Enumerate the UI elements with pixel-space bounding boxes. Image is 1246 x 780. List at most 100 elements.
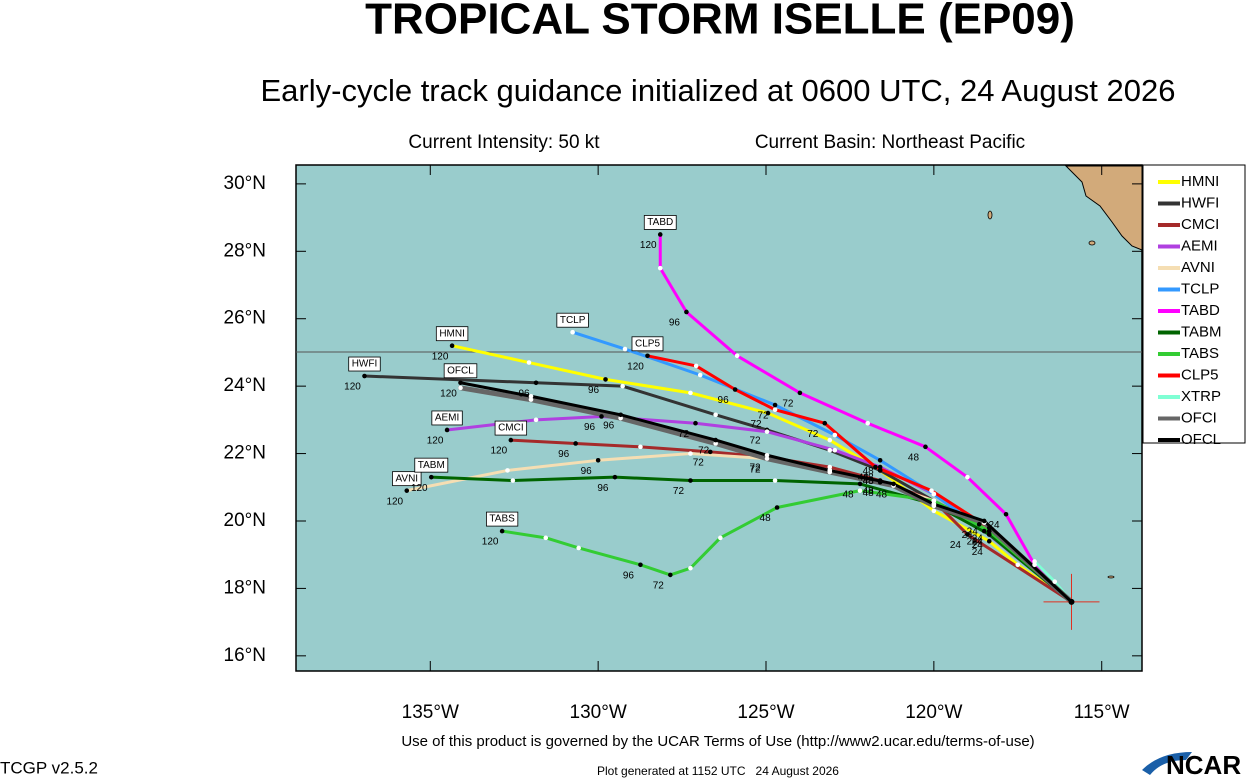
y-tick-label: 24°N <box>224 375 266 396</box>
model-label: TABS <box>489 514 515 525</box>
track-point <box>764 456 770 461</box>
track-point <box>986 532 992 537</box>
track-point <box>1003 511 1009 517</box>
track-point <box>827 468 833 473</box>
track-point <box>688 390 693 396</box>
track-point <box>981 518 987 524</box>
forecast-hour: 96 <box>718 395 730 406</box>
track-point <box>499 528 505 534</box>
track-point <box>976 522 982 527</box>
model-label: TABM <box>418 460 445 471</box>
logo-text: NCAR <box>1166 750 1241 780</box>
track-point <box>595 458 601 463</box>
subtitle: Early-cycle track guidance initialized a… <box>261 73 1176 108</box>
x-tick-label: 130°W <box>570 702 627 723</box>
model-label-box <box>392 471 422 487</box>
forecast-hour: 48 <box>760 513 772 524</box>
forecast-hour: 120 <box>482 537 499 548</box>
x-tick-label: 120°W <box>905 702 962 723</box>
legend-label: TABM <box>1181 323 1222 340</box>
plot-generated: Plot generated at 1152 UTC 24 August 202… <box>597 764 839 778</box>
forecast-hour: 72 <box>678 429 690 440</box>
forecast-hour: 120 <box>432 351 449 362</box>
track-point <box>570 329 575 335</box>
y-tick-label: 18°N <box>224 577 266 598</box>
forecast-hour: 72 <box>782 399 794 410</box>
forecast-hour: 24 <box>972 540 984 551</box>
track-point <box>772 407 778 413</box>
island <box>1107 575 1115 579</box>
track-point <box>877 468 883 473</box>
forecast-hour: 24 <box>972 533 984 544</box>
track-point <box>931 508 937 514</box>
forecast-hour: 72 <box>749 464 761 475</box>
track-point <box>508 437 514 443</box>
model-label-box <box>414 457 449 473</box>
track-point <box>827 464 833 470</box>
legend-label: XTRP <box>1181 388 1221 405</box>
legend-label: AVNI <box>1181 259 1215 276</box>
track-point <box>713 437 718 443</box>
track-point <box>986 538 992 544</box>
track-point <box>923 444 928 450</box>
track-point <box>713 412 718 418</box>
track-point <box>576 545 581 551</box>
track-point <box>458 385 463 391</box>
track-point <box>620 383 625 389</box>
forecast-hour: 120 <box>640 240 657 251</box>
track-point <box>528 397 534 402</box>
legend-label: OFCL <box>1181 431 1221 448</box>
forecast-hour: 24 <box>950 540 962 551</box>
model-label: HWFI <box>352 359 378 370</box>
legend-label: TABD <box>1181 302 1220 319</box>
ncar-logo: NCAR <box>1142 750 1241 780</box>
track-point <box>449 343 455 348</box>
forecast-hour: 48 <box>863 488 875 499</box>
forecast-hour: 96 <box>597 483 609 494</box>
track-point <box>764 452 770 458</box>
track-point <box>774 505 780 510</box>
forecast-hour: 96 <box>581 466 593 477</box>
track-point <box>697 372 703 378</box>
track-point <box>543 535 549 541</box>
track-point <box>873 464 878 470</box>
model-label: TABD <box>647 217 673 228</box>
track-point <box>931 501 937 507</box>
forecast-hour: 72 <box>807 429 819 440</box>
forecast-hour: 48 <box>858 473 870 484</box>
track-point <box>877 458 883 463</box>
forecast-hour: 72 <box>749 463 761 474</box>
track-point <box>638 562 643 568</box>
track-point <box>772 478 778 483</box>
model-label-box <box>486 511 519 527</box>
track-point <box>688 478 693 483</box>
forecast-hour: 96 <box>623 570 635 581</box>
track-point <box>865 420 871 426</box>
terms-of-use: Use of this product is governed by the U… <box>401 733 1034 750</box>
tracks: 12096724824HMNI12096724824HWFI1209672724… <box>344 215 1100 630</box>
initial-position <box>1068 598 1075 605</box>
track-point <box>891 481 896 487</box>
current-intensity: Current Intensity: 50 kt <box>408 132 600 153</box>
track-point <box>718 535 723 541</box>
legend-label: TCLP <box>1181 280 1219 297</box>
version: TCGP v2.5.2 <box>0 758 98 777</box>
track-point <box>772 402 778 408</box>
track-point <box>657 232 663 237</box>
track-point <box>599 414 604 419</box>
forecast-hour: 120 <box>411 483 428 494</box>
forecast-hour: 48 <box>863 476 875 487</box>
track-point <box>362 373 367 379</box>
forecast-hour: 120 <box>440 388 457 399</box>
model-label-box <box>643 215 677 230</box>
forecast-hour: 48 <box>863 473 875 484</box>
forecast-hour: 48 <box>863 466 875 477</box>
track-point <box>877 479 883 485</box>
forecast-hour: 24 <box>967 527 979 538</box>
forecast-hour: 24 <box>972 547 984 558</box>
forecast-hour: 24 <box>972 537 984 548</box>
track-point <box>688 565 693 571</box>
track-point <box>986 525 992 531</box>
forecast-hour: 24 <box>972 540 984 551</box>
track-point <box>528 393 534 399</box>
